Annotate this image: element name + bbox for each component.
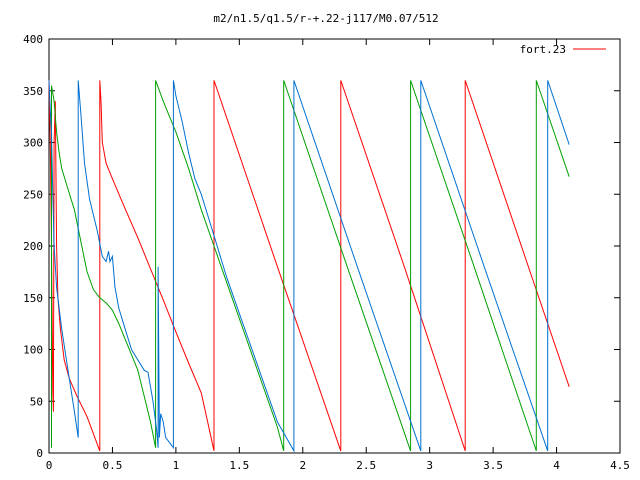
y-tick-label: 50 [30,395,43,408]
y-tick-label: 100 [23,344,43,357]
y-tick-label: 350 [23,85,43,98]
x-tick-label: 4.5 [610,459,630,472]
x-tick-label: 2.5 [356,459,376,472]
legend-label: fort.23 [520,43,566,56]
y-tick-label: 200 [23,240,43,253]
plot-border [48,38,621,454]
x-tick-label: 0 [46,459,53,472]
x-tick-label: 1.5 [229,459,249,472]
series-line-3 [48,80,570,453]
chart-title: m2/n1.5/q1.5/r-+.22-j117/M0.07/512 [213,12,438,25]
plot-frame: 0 0.5 1 1.5 2 2.5 3 3.5 4 4.5 0 50 100 150 200 250 300 35… [23,33,630,472]
x-tick-label: 4 [553,459,560,472]
x-tick-label: 3 [426,459,433,472]
y-tick-label: 0 [36,447,43,460]
legend: fort.23 [520,43,606,56]
series-line-1 [48,80,570,452]
x-tick-label: 0.5 [103,459,123,472]
series-layer [48,80,570,453]
y-tick-label: 300 [23,137,43,150]
x-tick-label: 2 [299,459,306,472]
y-tick-label: 250 [23,188,43,201]
x-tick-label: 1 [173,459,180,472]
y-tick-label: 400 [23,33,43,46]
series-line-2 [51,80,570,452]
y-tick-label: 150 [23,292,43,305]
x-tick-label: 3.5 [483,459,503,472]
